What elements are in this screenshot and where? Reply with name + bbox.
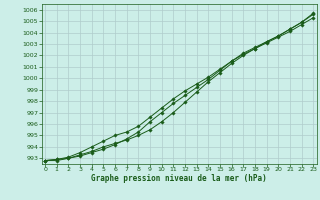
X-axis label: Graphe pression niveau de la mer (hPa): Graphe pression niveau de la mer (hPa) <box>91 174 267 183</box>
